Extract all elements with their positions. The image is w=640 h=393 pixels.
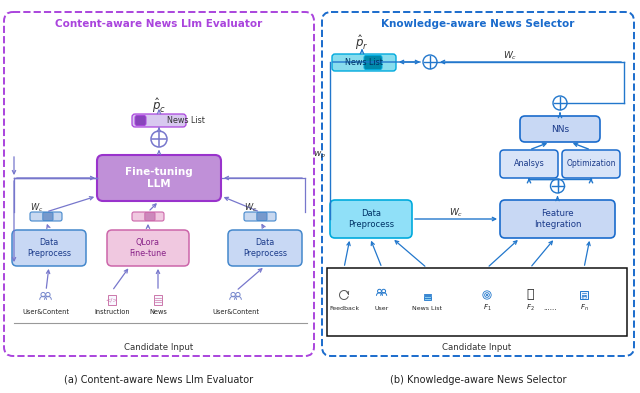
Text: $\hat{p}_c$: $\hat{p}_c$ <box>152 97 166 116</box>
Bar <box>154 295 163 305</box>
Text: $F_2$: $F_2$ <box>525 303 534 313</box>
FancyBboxPatch shape <box>43 213 53 220</box>
Text: User&Content: User&Content <box>212 309 259 315</box>
Text: $W_c$: $W_c$ <box>244 202 257 214</box>
Text: NNs: NNs <box>551 125 569 134</box>
Text: Feedback: Feedback <box>329 305 359 310</box>
FancyBboxPatch shape <box>330 200 412 238</box>
FancyBboxPatch shape <box>135 116 146 125</box>
Text: 🔥: 🔥 <box>526 288 534 301</box>
Text: $W_c$: $W_c$ <box>503 50 517 62</box>
Text: $\hat{p}_r$: $\hat{p}_r$ <box>355 33 369 53</box>
FancyBboxPatch shape <box>132 114 186 127</box>
Text: $W_c$: $W_c$ <box>30 202 44 214</box>
FancyBboxPatch shape <box>132 212 164 221</box>
Bar <box>424 296 431 298</box>
Text: Candidate Input: Candidate Input <box>124 343 194 353</box>
Text: Candidate Input: Candidate Input <box>442 343 511 353</box>
Text: Knowledge-aware News Selector: Knowledge-aware News Selector <box>381 19 575 29</box>
Text: $W_c$: $W_c$ <box>449 207 463 219</box>
FancyBboxPatch shape <box>30 212 62 221</box>
Bar <box>424 294 431 296</box>
Text: {i}: {i} <box>580 294 588 299</box>
Bar <box>424 298 431 300</box>
Bar <box>108 295 116 305</box>
Text: News: News <box>149 309 167 315</box>
Text: Fine-tuning
LLM: Fine-tuning LLM <box>125 167 193 189</box>
Bar <box>327 268 627 336</box>
Text: (b) Knowledge-aware News Selector: (b) Knowledge-aware News Selector <box>390 375 566 385</box>
Text: $F_n$: $F_n$ <box>580 303 588 313</box>
FancyBboxPatch shape <box>228 230 302 266</box>
Text: $w_p$: $w_p$ <box>313 149 326 161</box>
FancyBboxPatch shape <box>244 212 276 221</box>
Text: ......: ...... <box>543 305 557 311</box>
Text: Optimization: Optimization <box>566 160 616 169</box>
FancyBboxPatch shape <box>97 155 221 201</box>
FancyBboxPatch shape <box>500 200 615 238</box>
Text: (a) Content-aware News Llm Evaluator: (a) Content-aware News Llm Evaluator <box>65 375 253 385</box>
Text: </>: </> <box>106 298 118 303</box>
FancyBboxPatch shape <box>520 116 600 142</box>
Text: User: User <box>375 305 389 310</box>
FancyBboxPatch shape <box>562 150 620 178</box>
Text: Feature
Integration: Feature Integration <box>534 209 581 229</box>
Text: Data
Preprocess: Data Preprocess <box>348 209 394 229</box>
FancyBboxPatch shape <box>332 54 396 71</box>
Text: Analsys: Analsys <box>514 160 545 169</box>
Text: Content-aware News Llm Evaluator: Content-aware News Llm Evaluator <box>56 19 262 29</box>
FancyBboxPatch shape <box>257 213 267 220</box>
Text: News List: News List <box>412 305 442 310</box>
Text: News List: News List <box>167 116 205 125</box>
Text: Instruction: Instruction <box>94 309 130 315</box>
Text: Data
Preprocess: Data Preprocess <box>243 238 287 258</box>
FancyBboxPatch shape <box>107 230 189 266</box>
Text: Data
Preprocess: Data Preprocess <box>27 238 71 258</box>
Text: News List: News List <box>345 58 383 67</box>
FancyBboxPatch shape <box>145 213 155 220</box>
FancyBboxPatch shape <box>12 230 86 266</box>
FancyBboxPatch shape <box>500 150 558 178</box>
Text: $F_1$: $F_1$ <box>483 303 492 313</box>
FancyBboxPatch shape <box>364 55 382 70</box>
Text: User&Content: User&Content <box>22 309 70 315</box>
Bar <box>580 291 588 299</box>
Text: QLora
Fine-tune: QLora Fine-tune <box>129 238 166 258</box>
